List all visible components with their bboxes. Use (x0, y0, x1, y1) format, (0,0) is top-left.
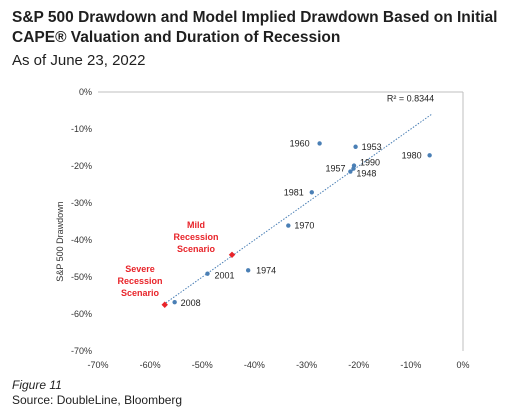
data-point (427, 153, 432, 158)
data-point-label: 1970 (294, 221, 314, 231)
points-layer: 1960 1953 1980 1990 1957 1948 1981 1970 1974 2001… (172, 138, 432, 308)
y-tick-label: -40% (71, 235, 92, 245)
data-point (172, 299, 177, 305)
y-tick-label: -70% (71, 346, 92, 356)
data-point (348, 169, 353, 174)
x-tick-label: -30% (296, 360, 317, 370)
data-point-label: 1981 (284, 187, 304, 197)
data-point-label: 1990 (360, 158, 380, 168)
data-point-label: 1948 (356, 169, 376, 179)
scenario-label-line: Recession (173, 232, 218, 242)
y-tick-label: -10% (71, 124, 92, 134)
scenario-label-line: Recession (117, 276, 162, 286)
data-point (245, 268, 251, 273)
axes: 0% -10% -20% -30% -40% -50% -60% -70% -70% -60% -5… (55, 87, 470, 370)
r-squared-label: R² = 0.8344 (387, 94, 434, 104)
y-tick-label: -30% (71, 198, 92, 208)
scenario-label-line: Scenario (177, 244, 216, 254)
data-point-label: 1974 (256, 265, 276, 275)
scenario-label: Mild Recession Scenario (173, 220, 218, 254)
data-point-label: 1953 (362, 142, 382, 152)
data-point (286, 223, 291, 228)
data-point (205, 271, 210, 276)
data-point-label: 2001 (215, 271, 235, 281)
scenario-label-line: Mild (187, 220, 205, 230)
data-point-label: 1980 (402, 150, 422, 160)
scenario-marker (228, 251, 236, 258)
y-tick-label: 0% (79, 87, 92, 97)
scenario-marker (161, 301, 168, 308)
x-tick-label: -50% (192, 360, 213, 370)
data-point-label: 1960 (290, 138, 310, 148)
y-tick-label: -20% (71, 161, 92, 171)
data-point (317, 141, 322, 146)
data-point-label: 2008 (181, 298, 201, 308)
chart-subtitle: As of June 23, 2022 (12, 52, 146, 69)
source-note: Source: DoubleLine, Bloomberg (12, 393, 183, 407)
x-tick-label: -20% (348, 360, 369, 370)
scenario-label: Severe Recession Scenario (117, 264, 162, 298)
trendline-layer: R² = 0.8344 (165, 94, 434, 304)
data-point-label: 1957 (326, 164, 346, 174)
x-tick-label: -60% (140, 360, 161, 370)
x-tick-label: -70% (87, 360, 108, 370)
data-point (351, 166, 356, 171)
x-tick-label: -10% (400, 360, 421, 370)
x-tick-label: 0% (456, 360, 469, 370)
data-point (309, 190, 314, 195)
scenario-label-line: Severe (125, 264, 155, 274)
data-point (353, 144, 358, 149)
trendline (165, 113, 433, 304)
scenario-label-line: Scenario (121, 288, 160, 298)
y-tick-label: -50% (71, 272, 92, 282)
figure-label: Figure 11 (12, 378, 62, 392)
y-axis-title: S&P 500 Drawdown (55, 201, 65, 281)
scenarios-layer: Mild Recession Scenario Severe Recession Scen… (117, 220, 236, 308)
x-tick-label: -40% (244, 360, 265, 370)
y-tick-label: -60% (71, 309, 92, 319)
chart-title: S&P 500 Drawdown and Model Implied Drawd… (12, 9, 498, 46)
